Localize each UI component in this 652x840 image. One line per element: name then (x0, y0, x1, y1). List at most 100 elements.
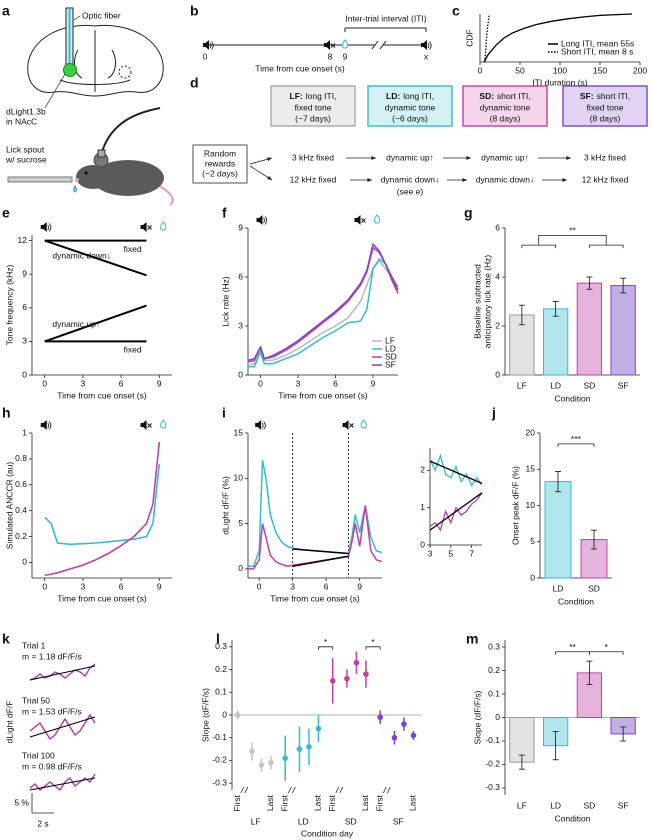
x-tick-label: 0 (258, 378, 263, 388)
speaker-icon (324, 40, 330, 50)
x-tick-label: LF (517, 380, 527, 390)
pointer (44, 73, 66, 109)
trial-label: Trial 100 (22, 750, 55, 760)
dlight-expression (63, 63, 77, 77)
y-tick-label: 5 (530, 536, 535, 546)
sig-bracket (521, 234, 624, 249)
x-tick-label: 200 (633, 65, 647, 75)
point (329, 678, 336, 684)
panel-label: d (190, 75, 199, 91)
panel-label: a (2, 3, 10, 19)
line-series (248, 257, 399, 368)
start-text: rewards (205, 158, 235, 168)
arrow-head (462, 178, 467, 182)
speaker-icon (140, 222, 147, 232)
series-label: dynamic down↓ (52, 251, 111, 261)
stage-text: (8 days) (490, 113, 521, 123)
y-tick-label: 6 (495, 222, 500, 232)
panel-label: g (464, 205, 473, 221)
y-tick-label: 0.4 (15, 505, 27, 515)
x-axis-label: Time from cue onset (s) (57, 390, 147, 400)
panel-label: b (190, 3, 199, 19)
panel-label: j (491, 405, 496, 421)
y-axis-label: CDF (464, 29, 474, 46)
speaker-waves (261, 421, 266, 430)
trace (29, 663, 96, 681)
legend-label: Short ITI, mean 8 s (561, 46, 633, 56)
x-tick-label: Last (265, 794, 275, 811)
x-axis-label: Condition (555, 813, 591, 823)
y-tick-label: 0 (22, 369, 27, 379)
point (268, 759, 274, 766)
sig-bracket (318, 646, 334, 650)
y-tick-label: 0.2 (215, 664, 227, 674)
axis-break (287, 786, 296, 794)
y-tick-label: -0.3 (212, 777, 227, 787)
x-tick-label: 5 (448, 548, 453, 558)
speaker-icon (342, 420, 349, 430)
y-tick-label: 0.6 (15, 479, 27, 489)
point (249, 748, 255, 755)
iti-label: Inter-trial interval (ITI) (345, 13, 426, 23)
stage-box (367, 85, 453, 127)
start-box (192, 144, 248, 184)
x-tick-label: 9 (357, 581, 362, 591)
x-tick-label: 3 (81, 378, 86, 388)
speaker-waves (263, 216, 268, 225)
x-tick-label: SF (618, 380, 629, 390)
y-tick-label: 0.2 (15, 531, 27, 541)
x-tick-label: 3 (290, 581, 295, 591)
point (401, 721, 407, 727)
y-tick-label: 0.1 (488, 688, 500, 698)
trace (29, 773, 96, 792)
slope-label: m = 1.18 dF/F/s (22, 651, 82, 661)
point (282, 755, 289, 761)
y-tick-label: 20 (526, 427, 536, 437)
speaker-icon (354, 215, 361, 225)
x-axis-label: Time from cue onset (s) (57, 593, 147, 603)
y-tick-label: 15 (234, 427, 244, 437)
y-axis-label: Onset peak dF/F (%) (510, 466, 520, 545)
x-tick-label: 6 (119, 581, 124, 591)
y-tick-label: 0 (238, 369, 243, 379)
timeline-xlabel: Time from cue onset (s) (255, 63, 345, 73)
y-tick-label: -0.2 (485, 759, 500, 769)
slope-label: m = 0.98 dF/F/s (22, 761, 82, 771)
stage-text: dynamic tone (385, 102, 436, 112)
row1-text: dynamic up↑ (481, 152, 529, 162)
mute-cross (330, 43, 336, 48)
y-tick-label: 0 (222, 709, 227, 719)
x-tick-label: 6 (119, 378, 124, 388)
panel-label: i (222, 405, 226, 421)
x-tick-label: 3 (296, 378, 301, 388)
sig-label: ** (569, 226, 576, 236)
arrow-head (267, 157, 272, 162)
panel-label: l (216, 631, 220, 647)
y-axis-label: Simulated ANCCR (au) (4, 462, 14, 550)
x-axis-label: Condition day (301, 828, 354, 838)
y-tick-label: 9 (22, 268, 27, 278)
line-series (429, 492, 483, 532)
fit-line (29, 716, 96, 738)
lick-spout (7, 176, 73, 183)
y-tick-label: 0 (238, 563, 243, 573)
x-tick-label: 6 (324, 581, 329, 591)
y-axis-label: dLight dF/F (%) (220, 476, 230, 535)
mute-cross (361, 218, 366, 223)
trial-label: Trial 50 (22, 695, 50, 705)
row2-text: dynamic down↓ (381, 174, 440, 184)
point (258, 762, 265, 768)
y-tick-label: 4 (495, 271, 500, 281)
y-axis-label: Lick rate (Hz) (220, 276, 230, 327)
line-series (44, 464, 161, 546)
x-tick-label: 0 (257, 581, 262, 591)
y-axis-label: Tone frequency (kHz) (4, 264, 14, 345)
stage-text: fixed tone (295, 102, 332, 112)
line-series (292, 548, 349, 555)
y-tick-label: 2 (420, 465, 425, 475)
y-axis-label: Slope (dF/F/s) (472, 690, 482, 744)
x-tick-label: SF (618, 800, 629, 810)
start-text: Random (204, 148, 236, 158)
slope-label: m = 1.53 dF/F/s (22, 706, 82, 716)
